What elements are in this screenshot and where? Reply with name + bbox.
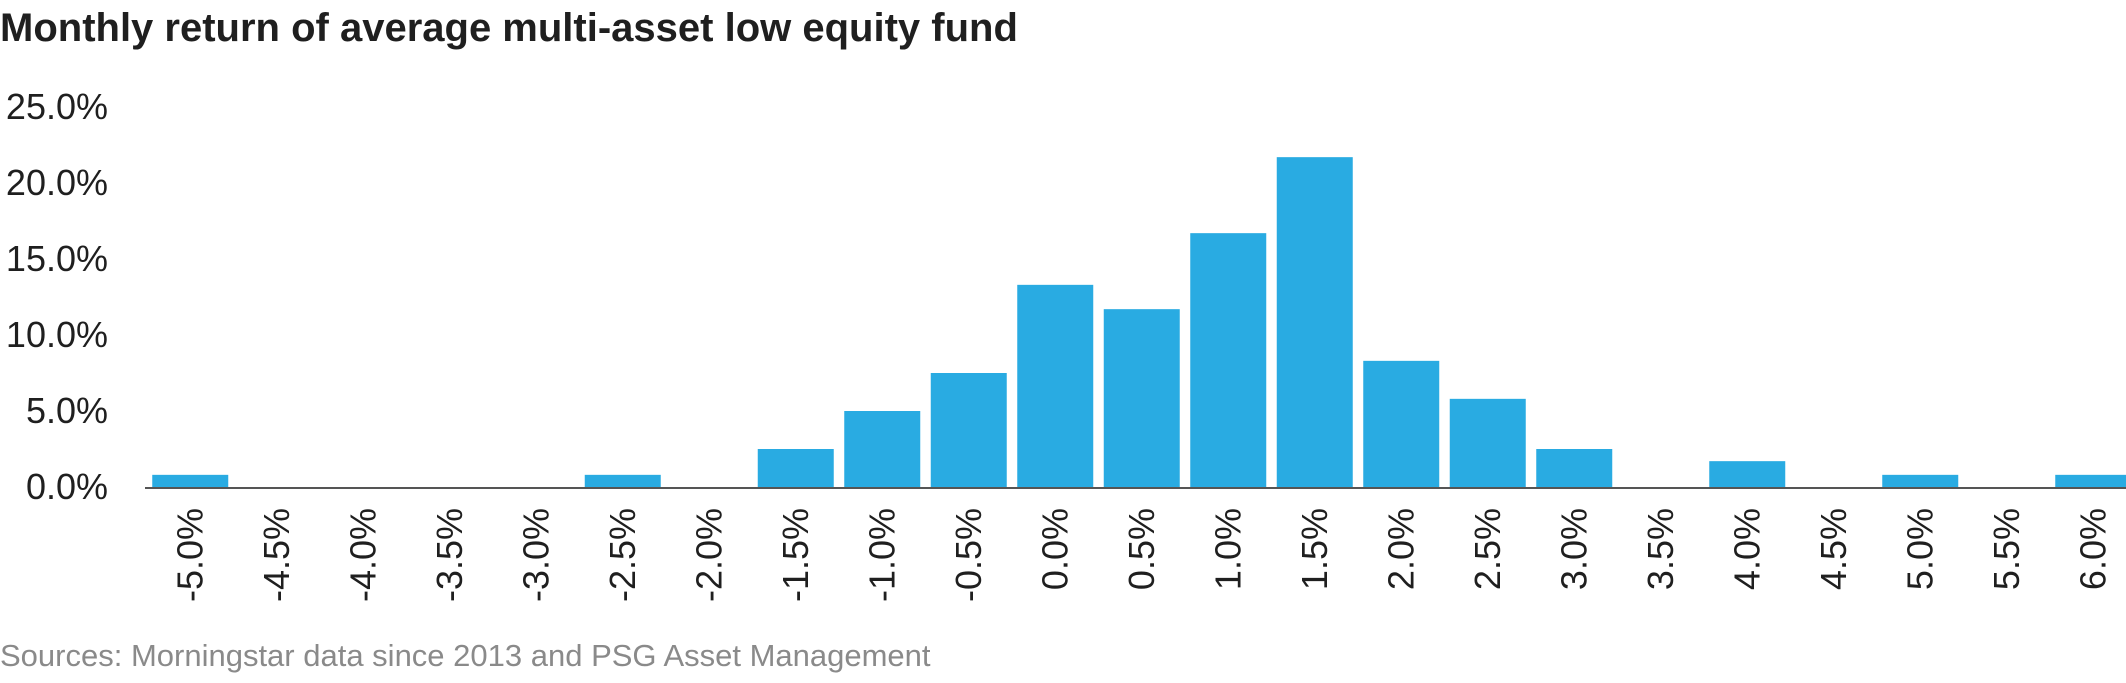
x-tick-label: -5.0% [169,508,210,602]
x-tick-label: -1.5% [775,508,816,602]
bar [2055,474,2126,487]
y-tick-label: 20.0% [6,162,108,203]
bar [1103,309,1180,487]
x-tick-label: 4.0% [1726,508,1767,590]
bar [1882,474,1959,487]
bar [1536,449,1613,487]
x-tick-label: -4.5% [256,508,297,602]
bar [152,474,229,487]
bar [1190,233,1267,487]
x-tick-label: -4.0% [342,508,383,602]
bar [1363,360,1440,487]
x-tick-label: 5.5% [1986,508,2027,590]
bar [757,449,834,487]
bar [1449,398,1526,487]
x-tick-label: -1.0% [861,508,902,602]
y-tick-label: 5.0% [26,390,108,431]
bars [152,157,2126,487]
x-tick-label: 1.5% [1294,508,1335,590]
x-tick-label: -3.5% [429,508,470,602]
x-tick-label: 3.5% [1640,508,1681,590]
x-tick-label: 2.0% [1380,508,1421,590]
y-tick-label: 10.0% [6,314,108,355]
x-tick-label: 1.0% [1207,508,1248,590]
bar [1709,461,1786,487]
bar [584,474,661,487]
bar [1276,157,1353,487]
x-tick-label: -2.5% [602,508,643,602]
y-tick-label: 15.0% [6,238,108,279]
x-tick-label: 0.0% [1034,508,1075,590]
bar [930,373,1007,487]
x-tick-label: -3.0% [515,508,556,602]
x-tick-label: 0.5% [1121,508,1162,590]
y-tick-label: 25.0% [6,86,108,127]
x-tick-label: 4.5% [1813,508,1854,590]
y-axis-ticks: 0.0% 5.0% 10.0% 15.0% 20.0% 25.0% [6,86,108,507]
bar [1017,284,1094,487]
source-note: Sources: Morningstar data since 2013 and… [0,638,931,673]
x-tick-label: -0.5% [948,508,989,602]
bar [844,411,921,487]
x-tick-label: 6.0% [2072,508,2113,590]
x-tick-label: 2.5% [1467,508,1508,590]
y-tick-label: 0.0% [26,466,108,507]
chart-title: Monthly return of average multi-asset lo… [0,6,1018,50]
x-tick-label: 5.0% [1899,508,1940,590]
x-tick-label: -2.0% [688,508,729,602]
x-tick-label: 3.0% [1553,508,1594,590]
x-axis-ticks: -5.0% -4.5% -4.0% -3.5% -3.0% -2.5% -2.0% -1.5%… [169,508,2113,602]
